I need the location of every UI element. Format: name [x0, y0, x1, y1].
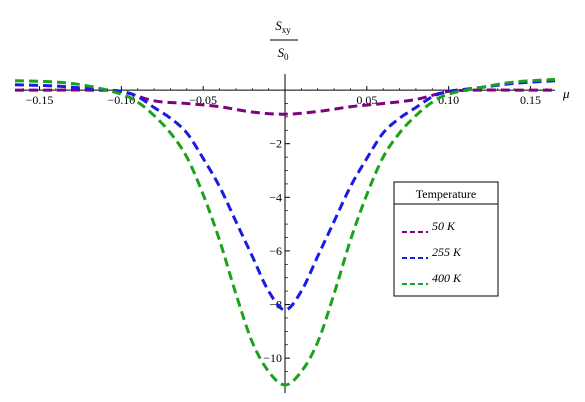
legend-label: 400 K: [432, 271, 462, 285]
legend-title: Temperature: [416, 187, 476, 201]
legend-entries: 50 K 255 K 400 K: [402, 219, 462, 285]
x-tick-label: −0.15: [26, 93, 54, 107]
legend-frame: [393, 181, 499, 297]
x-tick-label: 0.15: [520, 93, 541, 107]
x-tick-label: 0.05: [356, 93, 377, 107]
y-label-denominator-sub: 0: [284, 52, 289, 62]
legend-label: 50 K: [432, 219, 456, 233]
y-tick-label: −4: [269, 190, 282, 204]
y-label-denominator: S0: [278, 45, 290, 62]
legend-label: 255 K: [432, 245, 462, 259]
y-label-numerator-sub: xy: [282, 25, 292, 35]
y-tick-label: −2: [269, 137, 282, 151]
series-group: [14, 77, 556, 387]
series-line-50k: [14, 88, 555, 116]
series-line-400k: [14, 77, 556, 387]
legend: Temperature 50 K 255 K 400 K: [393, 181, 499, 297]
y-label-numerator: Sxy: [275, 18, 291, 35]
y-axis-label: Sxy S0: [270, 18, 298, 62]
x-axis-label: μ: [562, 86, 570, 101]
series-line-255k: [14, 79, 556, 312]
y-tick-label: −6: [269, 244, 282, 258]
y-tick-label: −10: [263, 351, 282, 365]
x-ticks: −0.15 −0.10 −0.05 0.05 0.10 0.15: [22, 86, 548, 107]
y-ticks: −10−8−6−4−2: [263, 103, 290, 386]
